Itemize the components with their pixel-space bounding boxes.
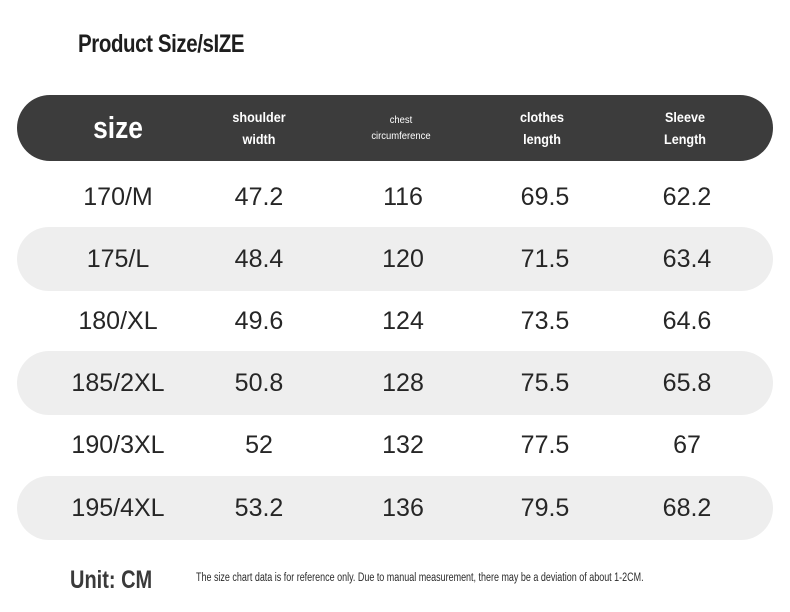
table-row: 195/4XL 53.2 136 79.5 68.2 (17, 476, 773, 540)
cell-size: 175/L (86, 245, 150, 273)
header-clothes-length: clothes length (519, 109, 565, 147)
disclaimer-note: The size chart data is for reference onl… (196, 572, 644, 584)
unit-label: Unit: CM (70, 566, 153, 594)
header-shoulder-width: shoulder width (232, 109, 286, 147)
header-sleeve-length: Sleeve Length (664, 109, 706, 147)
table-header: size shoulder width chest circumference … (17, 95, 773, 161)
cell-clothes-length: 69.5 (520, 183, 570, 211)
cell-shoulder-width: 50.8 (234, 369, 284, 397)
cell-chest: 132 (382, 431, 424, 459)
cell-size: 190/3XL (71, 431, 165, 459)
table-row: 185/2XL 50.8 128 75.5 65.8 (17, 351, 773, 415)
cell-sleeve-length: 68.2 (662, 494, 712, 522)
cell-clothes-length: 79.5 (520, 494, 570, 522)
header-size: size (93, 110, 143, 145)
table-row: 190/3XL 52 132 77.5 67 (17, 413, 773, 477)
cell-shoulder-width: 53.2 (234, 494, 284, 522)
cell-chest: 128 (382, 369, 424, 397)
cell-size: 185/2XL (71, 369, 165, 397)
cell-sleeve-length: 62.2 (662, 183, 712, 211)
cell-sleeve-length: 64.6 (662, 307, 712, 335)
cell-shoulder-width: 49.6 (234, 307, 284, 335)
cell-size: 180/XL (78, 307, 158, 335)
cell-clothes-length: 77.5 (520, 431, 570, 459)
page-title: Product Size/sIZE (78, 30, 245, 58)
table-row: 170/M 47.2 116 69.5 62.2 (17, 165, 773, 229)
cell-sleeve-length: 63.4 (662, 245, 712, 273)
cell-chest: 120 (382, 245, 424, 273)
header-chest-circumference: chest circumference (371, 114, 431, 142)
cell-chest: 124 (382, 307, 424, 335)
cell-size: 170/M (83, 183, 153, 211)
cell-size: 195/4XL (71, 494, 165, 522)
cell-clothes-length: 75.5 (520, 369, 570, 397)
cell-shoulder-width: 47.2 (234, 183, 284, 211)
cell-sleeve-length: 67 (673, 431, 701, 459)
cell-chest: 116 (383, 183, 423, 211)
cell-sleeve-length: 65.8 (662, 369, 712, 397)
table-row: 175/L 48.4 120 71.5 63.4 (17, 227, 773, 291)
cell-shoulder-width: 52 (245, 431, 273, 459)
cell-shoulder-width: 48.4 (234, 245, 284, 273)
cell-clothes-length: 73.5 (520, 307, 570, 335)
cell-chest: 136 (382, 494, 424, 522)
table-row: 180/XL 49.6 124 73.5 64.6 (17, 289, 773, 353)
cell-clothes-length: 71.5 (520, 245, 570, 273)
